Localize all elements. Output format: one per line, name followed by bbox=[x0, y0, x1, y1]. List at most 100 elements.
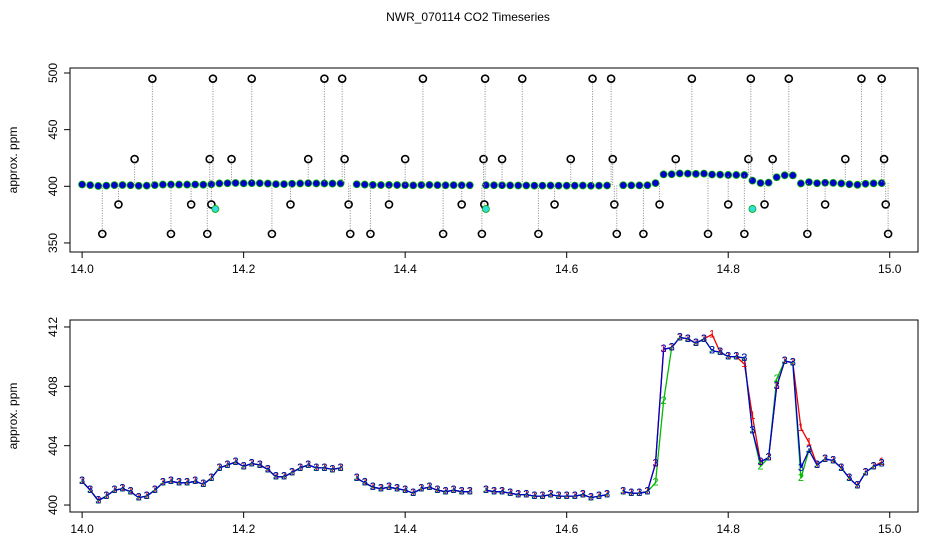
point-marker: 3 bbox=[297, 462, 303, 474]
point-marker: 1 bbox=[846, 472, 852, 484]
data-point bbox=[482, 205, 490, 213]
point-marker: 1 bbox=[313, 462, 319, 474]
point-marker: 3 bbox=[305, 459, 311, 471]
point-marker: 2 bbox=[749, 425, 755, 437]
data-point bbox=[570, 181, 579, 190]
point-marker: 1 bbox=[305, 459, 311, 471]
point-marker: 2 bbox=[160, 477, 166, 489]
spike-point bbox=[760, 200, 769, 209]
point-marker: 1 bbox=[854, 480, 860, 492]
point-marker: 1 bbox=[459, 486, 465, 498]
data-point bbox=[288, 179, 296, 188]
data-point bbox=[514, 181, 523, 190]
point-marker: 1 bbox=[774, 380, 780, 392]
point-marker: 1 bbox=[176, 477, 182, 489]
point-marker: 3 bbox=[806, 444, 812, 456]
point-marker: 1 bbox=[241, 460, 247, 472]
point-marker: 2 bbox=[830, 454, 836, 466]
x-tick-label: 14.0 bbox=[70, 262, 94, 276]
chart-title: NWR_070114 CO2 Timeseries bbox=[386, 10, 550, 24]
point-marker: 3 bbox=[564, 490, 570, 502]
data-point bbox=[700, 169, 708, 178]
point-marker: 1 bbox=[281, 471, 287, 483]
point-marker: 2 bbox=[879, 457, 885, 469]
point-marker: 3 bbox=[547, 489, 553, 501]
point-marker: 3 bbox=[378, 483, 384, 495]
point-marker: 1 bbox=[354, 472, 360, 484]
spike-point bbox=[606, 74, 616, 83]
spike-point bbox=[130, 154, 139, 164]
point-marker: 2 bbox=[136, 492, 142, 504]
point-marker: 3 bbox=[556, 490, 562, 502]
data-point bbox=[158, 180, 167, 189]
point-marker: 3 bbox=[313, 462, 319, 474]
point-marker: 3 bbox=[822, 453, 828, 465]
point-marker: 3 bbox=[693, 337, 699, 349]
point-marker: 1 bbox=[232, 456, 238, 468]
point-marker: 3 bbox=[830, 454, 836, 466]
point-marker: 2 bbox=[499, 486, 505, 498]
plot-frame bbox=[69, 67, 919, 253]
point-marker: 2 bbox=[418, 483, 424, 495]
point-marker: 2 bbox=[644, 486, 650, 498]
data-point bbox=[360, 180, 369, 189]
y-axis-label: approx. ppm bbox=[6, 127, 20, 194]
data-point bbox=[805, 178, 813, 186]
spike-point bbox=[768, 154, 777, 164]
point-marker: 1 bbox=[879, 456, 885, 468]
spike-point bbox=[723, 200, 733, 209]
point-marker: 3 bbox=[249, 457, 255, 469]
data-point bbox=[231, 179, 240, 187]
point-marker: 1 bbox=[790, 356, 796, 368]
point-marker: 2 bbox=[685, 333, 691, 345]
point-marker: 2 bbox=[200, 478, 206, 490]
point-marker: 2 bbox=[386, 481, 392, 493]
point-marker: 1 bbox=[588, 492, 594, 504]
point-marker: 1 bbox=[200, 478, 206, 490]
point-marker: 1 bbox=[410, 487, 416, 499]
point-marker: 3 bbox=[798, 462, 804, 474]
point-marker: 3 bbox=[208, 472, 214, 484]
spike-point bbox=[608, 154, 618, 164]
data-point bbox=[764, 178, 773, 187]
data-point bbox=[223, 179, 232, 188]
point-marker: 2 bbox=[717, 346, 723, 358]
data-point bbox=[377, 181, 385, 189]
point-marker: 2 bbox=[677, 331, 683, 343]
point-marker: 1 bbox=[725, 351, 731, 363]
plot-frame bbox=[69, 319, 919, 513]
data-point bbox=[482, 181, 490, 190]
point-marker: 2 bbox=[128, 486, 134, 498]
point-marker: 3 bbox=[329, 463, 335, 475]
spike-point bbox=[879, 154, 889, 164]
data-point bbox=[829, 178, 838, 187]
point-marker: 1 bbox=[564, 490, 570, 502]
point-marker: 3 bbox=[386, 481, 392, 493]
spike-point bbox=[881, 200, 890, 209]
point-marker: 2 bbox=[814, 459, 820, 471]
data-point bbox=[312, 179, 321, 188]
point-marker: 1 bbox=[539, 490, 545, 502]
point-marker: 3 bbox=[862, 466, 868, 478]
data-point bbox=[78, 180, 87, 189]
data-point bbox=[280, 180, 288, 189]
point-marker: 3 bbox=[459, 486, 465, 498]
x-tick-label: 14.2 bbox=[232, 262, 256, 276]
point-marker: 3 bbox=[782, 355, 788, 367]
point-marker: 2 bbox=[806, 444, 812, 456]
point-marker: 3 bbox=[128, 486, 134, 498]
point-marker: 1 bbox=[572, 490, 578, 502]
point-marker: 2 bbox=[523, 489, 529, 501]
point-marker: 1 bbox=[685, 333, 691, 345]
point-marker: 2 bbox=[483, 484, 489, 496]
spike-point bbox=[366, 229, 375, 239]
spike-point bbox=[550, 200, 559, 209]
point-marker: 2 bbox=[507, 487, 513, 499]
point-marker: 3 bbox=[136, 492, 142, 504]
point-marker: 3 bbox=[685, 333, 691, 345]
spike-point bbox=[148, 74, 157, 83]
point-marker: 3 bbox=[580, 489, 586, 501]
point-marker: 3 bbox=[321, 462, 327, 474]
point-marker: 3 bbox=[838, 462, 844, 474]
point-marker: 3 bbox=[774, 380, 780, 392]
